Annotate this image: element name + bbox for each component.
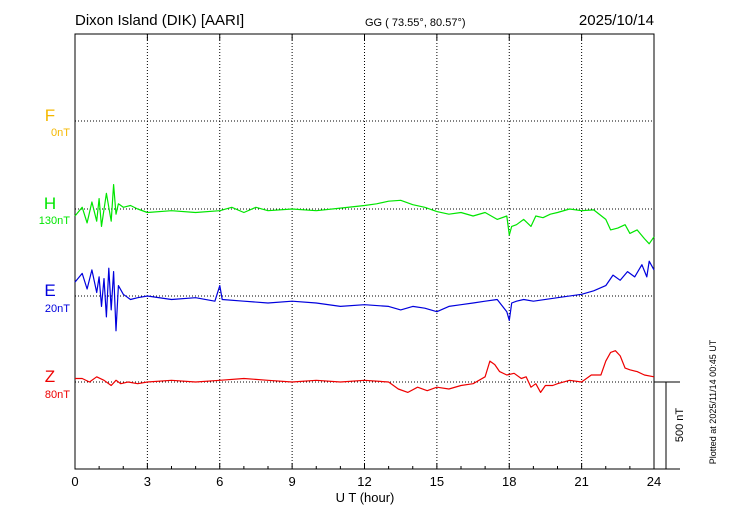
series-labels: F 0nT H 130nT E 20nT Z 80nT: [39, 106, 70, 401]
x-tick-label: 12: [357, 474, 371, 489]
traces: [74, 184, 655, 393]
x-tick-label: 24: [647, 474, 661, 489]
grid: [75, 34, 654, 469]
x-ticks: 0 3 6 9 12 15 18 21 24: [71, 34, 661, 489]
x-tick-label: 21: [574, 474, 588, 489]
series-baseline-h: 130nT: [39, 215, 70, 227]
station-title: Dixon Island (DIK) [AARI]: [75, 12, 244, 29]
x-tick-label: 0: [71, 474, 78, 489]
series-baseline-e: 20nT: [45, 303, 70, 315]
series-name-h: H: [44, 194, 56, 213]
x-tick-label: 18: [502, 474, 516, 489]
x-tick-label: 6: [216, 474, 223, 489]
series-line-z: [75, 350, 655, 393]
date-label: 2025/10/14: [579, 12, 654, 29]
series-line-h: [74, 184, 655, 245]
series-baseline-f: 0nT: [51, 127, 70, 139]
x-axis-title: U T (hour): [336, 490, 395, 505]
x-tick-label: 3: [144, 474, 151, 489]
x-tick-label: 15: [430, 474, 444, 489]
x-tick-label: 9: [289, 474, 296, 489]
series-name-e: E: [44, 281, 55, 300]
scale-bar-label: 500 nT: [674, 408, 686, 443]
series-name-z: Z: [45, 367, 55, 386]
coordinates: GG ( 73.55°, 80.57°): [365, 17, 466, 29]
series-line-e: [74, 260, 655, 332]
plotted-at-label: Plotted at 2025/11/14 00:45 UT: [708, 339, 718, 464]
series-baseline-z: 80nT: [45, 389, 70, 401]
series-name-f: F: [45, 106, 55, 125]
